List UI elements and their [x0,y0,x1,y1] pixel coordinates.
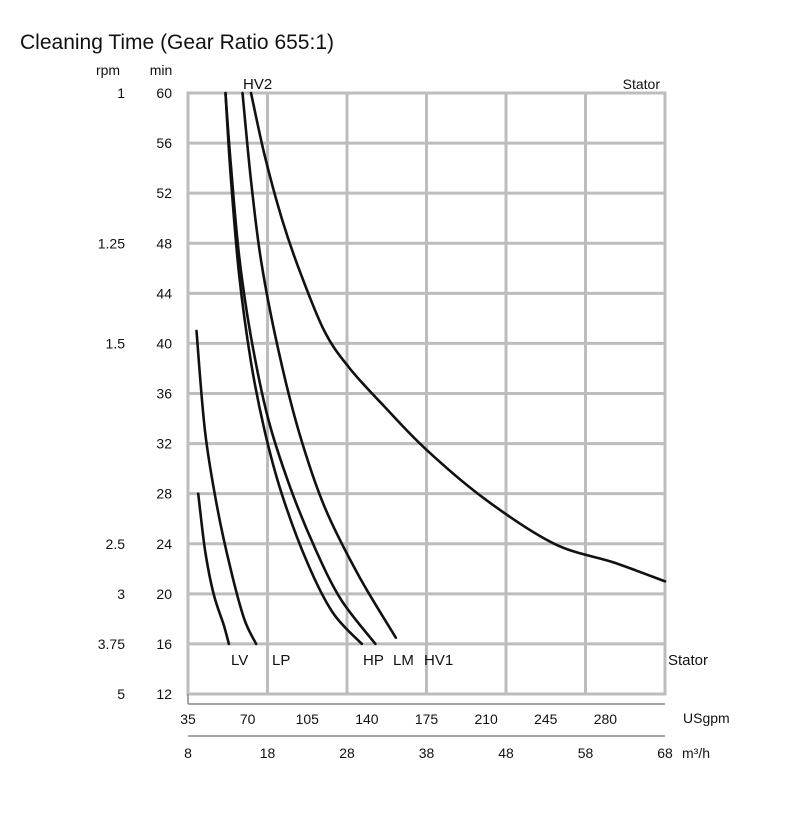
x2-tick-label: 18 [260,745,276,761]
y-tick-label: 20 [156,586,172,602]
rpm-tick-label: 1 [117,85,125,101]
rpm-tick-label: 1.25 [98,235,125,251]
x2-tick-label: 58 [578,745,594,761]
series-label-hv2: HV2 [243,76,272,93]
series-line-lm [224,91,377,646]
plot-frame [186,91,667,737]
x-tick-label: 70 [240,711,256,727]
series-line-hp [224,91,364,646]
chart-title: Cleaning Time (Gear Ratio 655:1) [20,31,334,54]
y-tick-label: 40 [156,335,172,351]
series-label-lv: LV [231,652,248,669]
series-label-lp: LP [272,652,290,669]
rpm-tick-label: 3 [117,586,125,602]
x2-tick-label: 8 [184,745,192,761]
x2-tick-label: 68 [657,745,673,761]
stator-label-bottom: Stator [668,652,708,669]
x-axis-unit: USgpm [683,710,730,726]
series-label-hv1: HV1 [424,652,453,669]
y-tick-label: 36 [156,386,172,402]
y-tick-label: 16 [156,636,172,652]
series-label-lm: LM [393,652,414,669]
x2-tick-label: 38 [419,745,435,761]
series-line-lv [196,492,231,646]
y-tick-label: 24 [156,536,172,552]
y-tick-label: 44 [156,285,172,301]
y-tick-label: 28 [156,486,172,502]
y-tick-label: 12 [156,686,172,702]
stator-label-top: Stator [623,76,661,92]
series-label-hp: HP [363,652,384,669]
x-tick-label: 210 [474,711,498,727]
series-line-lp [195,329,258,646]
x2-axis-unit: m³/h [682,745,710,761]
x2-tick-label: 28 [339,745,355,761]
x-tick-label: 105 [296,711,320,727]
rpm-tick-label: 3.75 [98,636,125,652]
y-tick-label: 48 [156,235,172,251]
x-tick-label: 140 [355,711,379,727]
rpm-tick-label: 5 [117,686,125,702]
x-tick-label: 175 [415,711,439,727]
rpm-tick-label: 1.5 [106,335,126,351]
x-tick-label: 280 [594,711,618,727]
y-tick-label: 32 [156,436,172,452]
y-axis-unit: min [150,62,173,78]
rpm-axis-unit: rpm [96,62,120,78]
curves [195,91,667,646]
series-line-hv1 [241,91,398,639]
grid [186,91,667,696]
x-tick-label: 245 [534,711,558,727]
plot-border [186,91,667,696]
x2-tick-label: 48 [498,745,514,761]
y-tick-label: 60 [156,85,172,101]
x-tick-label: 35 [180,711,196,727]
y-tick-label: 52 [156,185,172,201]
series-line-hv2 [249,91,667,583]
rpm-tick-label: 2.5 [106,536,126,552]
y-tick-label: 56 [156,135,172,151]
